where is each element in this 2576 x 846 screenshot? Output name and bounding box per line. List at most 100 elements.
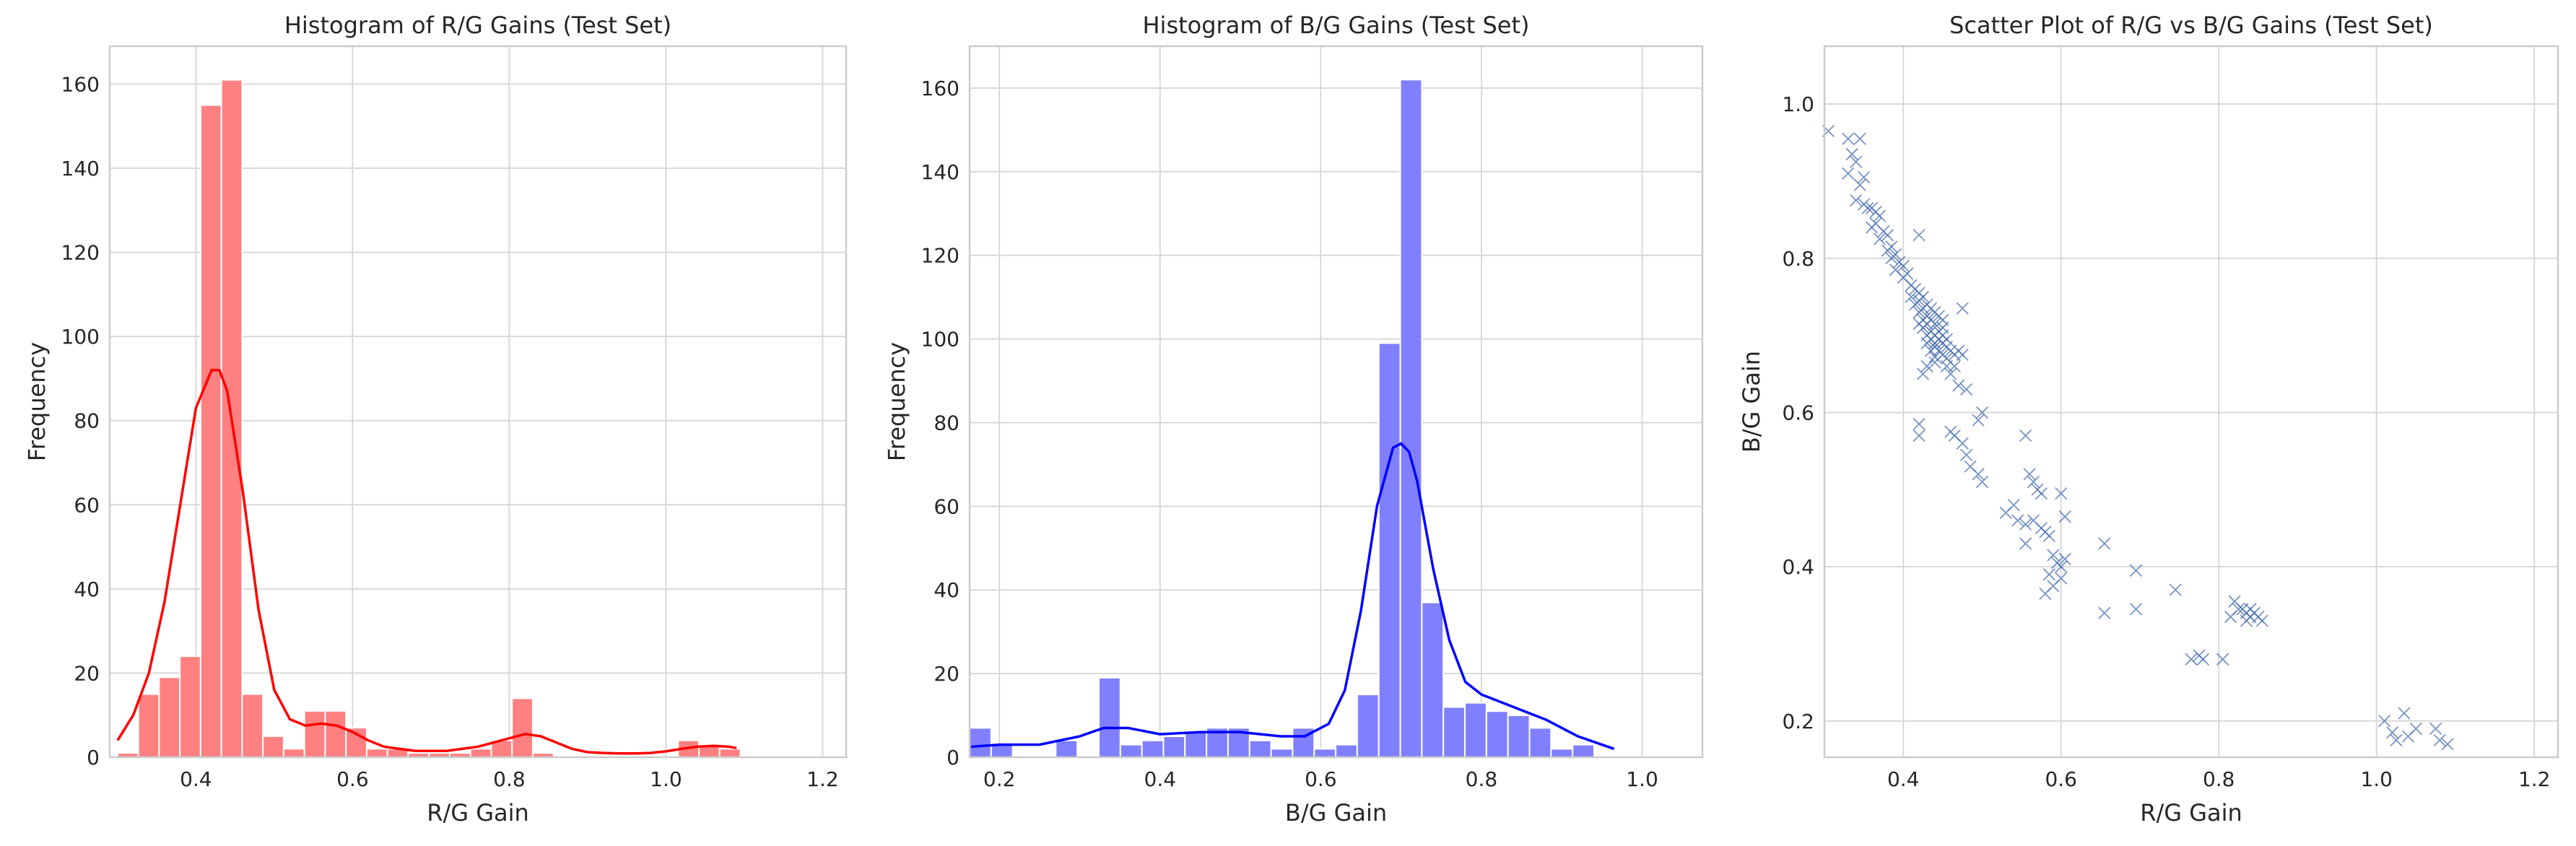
histogram-bar	[1399, 79, 1423, 758]
scatter-point	[2039, 587, 2052, 601]
scatter-point	[2058, 510, 2071, 523]
scatter-point	[1928, 356, 1941, 369]
scatter-point	[1857, 170, 1871, 184]
scatter-point	[1940, 359, 1953, 372]
histogram-bar	[718, 748, 741, 758]
axes-frame	[1823, 45, 2559, 759]
x-tick-label: 0.4	[1887, 767, 1920, 791]
subplot-3: 0.4 0.6 0.8 1.0 1.2 0.2 0.4 0.6 0.8 1.0 Scatter Pl…	[1738, 12, 2559, 827]
scatter-point	[1913, 429, 1926, 442]
x-tick-label: 0.6	[2045, 767, 2077, 791]
y-tick-label: 120	[921, 244, 960, 268]
scatter-point	[1853, 132, 1866, 145]
histogram-bar	[1055, 739, 1079, 758]
x-tick-label: 1.0	[1626, 767, 1658, 791]
scatter-point	[1956, 437, 1969, 450]
histogram-bar	[1313, 748, 1337, 758]
chart-title: Scatter Plot of R/G vs B/G Gains (Test S…	[1949, 12, 2433, 39]
y-tick-label: 0	[947, 746, 960, 769]
x-tick-label: 0.6	[336, 767, 369, 791]
axes-frame	[968, 45, 1704, 759]
y-axis-label: Frequency	[23, 342, 51, 461]
scatter-point	[2019, 537, 2032, 550]
scatter-point	[1956, 302, 1969, 315]
x-tick-label: 0.4	[1144, 767, 1177, 791]
scatter-point	[1944, 367, 1957, 380]
scatter-point	[1913, 417, 1926, 431]
scatter-point	[1905, 290, 1918, 303]
scatter-points	[1822, 124, 2454, 751]
histogram-bar	[1248, 739, 1272, 758]
histogram-bar	[1464, 702, 1487, 758]
histogram-bar	[990, 743, 1014, 759]
y-tick-label: 160	[61, 72, 100, 96]
kde-line	[116, 369, 737, 755]
scatter-point	[2011, 514, 2024, 527]
scatter-point	[1850, 194, 1863, 207]
y-tick-label: 0.4	[1782, 555, 1814, 579]
scatter-point	[1873, 209, 1887, 222]
scatter-point	[2019, 429, 2032, 442]
y-tick-label: 140	[921, 160, 960, 184]
histogram-bar	[1119, 743, 1143, 759]
scatter-point	[2185, 653, 2198, 666]
histogram-bar	[969, 727, 992, 758]
histogram-bar	[1097, 676, 1121, 758]
histogram-bar	[324, 710, 347, 758]
x-tick-label: 1.0	[650, 767, 682, 791]
histogram-bar	[1485, 710, 1509, 759]
gridlines	[970, 46, 1702, 758]
y-tick-label: 160	[921, 77, 960, 100]
gridlines	[1824, 46, 2558, 757]
y-tick-label: 40	[74, 577, 100, 601]
scatter-point	[2255, 614, 2268, 627]
histogram-bar	[303, 710, 326, 758]
scatter-point	[2390, 733, 2403, 747]
histogram-bar	[1335, 743, 1358, 759]
x-tick-label: 1.0	[2360, 767, 2393, 791]
scatter-point	[1975, 406, 1989, 419]
scatter-point	[2232, 603, 2245, 616]
histogram-bar	[199, 104, 222, 758]
x-tick-label: 0.2	[983, 767, 1016, 791]
subplot-1: 0.4 0.6 0.8 1.0 1.2 0 20 40 60 80 100 120 140 160 Hist…	[23, 12, 848, 827]
histogram-bar	[365, 748, 388, 758]
histogram-bar	[1572, 743, 1595, 759]
y-tick-label: 20	[934, 662, 960, 686]
histogram-bar	[511, 697, 534, 758]
y-tick-label: 120	[61, 241, 100, 265]
kde-line	[971, 442, 1615, 751]
axes-frame	[108, 45, 848, 759]
scatter-point	[2240, 614, 2253, 627]
scatter-point	[1960, 448, 1973, 461]
scatter-point	[1916, 367, 1930, 380]
scatter-point	[2055, 487, 2068, 500]
histogram-bar	[1378, 342, 1401, 759]
x-tick-label: 0.8	[493, 767, 526, 791]
scatter-point	[1853, 178, 1866, 191]
scatter-point	[1881, 229, 1894, 242]
scatter-point	[2098, 537, 2111, 550]
histogram-bar	[1356, 694, 1380, 759]
scatter-point	[2055, 560, 2068, 573]
x-tick-label: 0.6	[1305, 767, 1337, 791]
y-tick-label: 60	[74, 493, 100, 517]
scatter-point	[2216, 653, 2229, 666]
histogram-bar	[1443, 706, 1466, 758]
scatter-point	[2429, 722, 2442, 736]
scatter-point	[1928, 317, 1941, 331]
scatter-point	[2023, 468, 2036, 481]
scatter-point	[1972, 468, 1985, 481]
y-tick-label: 20	[74, 661, 100, 685]
scatter-point	[1972, 414, 1985, 427]
histogram-bars	[116, 79, 741, 759]
scatter-point	[2042, 568, 2055, 581]
y-tick-label: 80	[74, 409, 100, 433]
y-tick-label: 0	[87, 746, 100, 769]
y-tick-label: 140	[61, 157, 100, 180]
y-tick-label: 0.6	[1782, 401, 1814, 424]
scatter-point	[2398, 707, 2411, 720]
x-tick-label: 0.8	[1466, 767, 1498, 791]
histogram-bar	[262, 735, 284, 758]
